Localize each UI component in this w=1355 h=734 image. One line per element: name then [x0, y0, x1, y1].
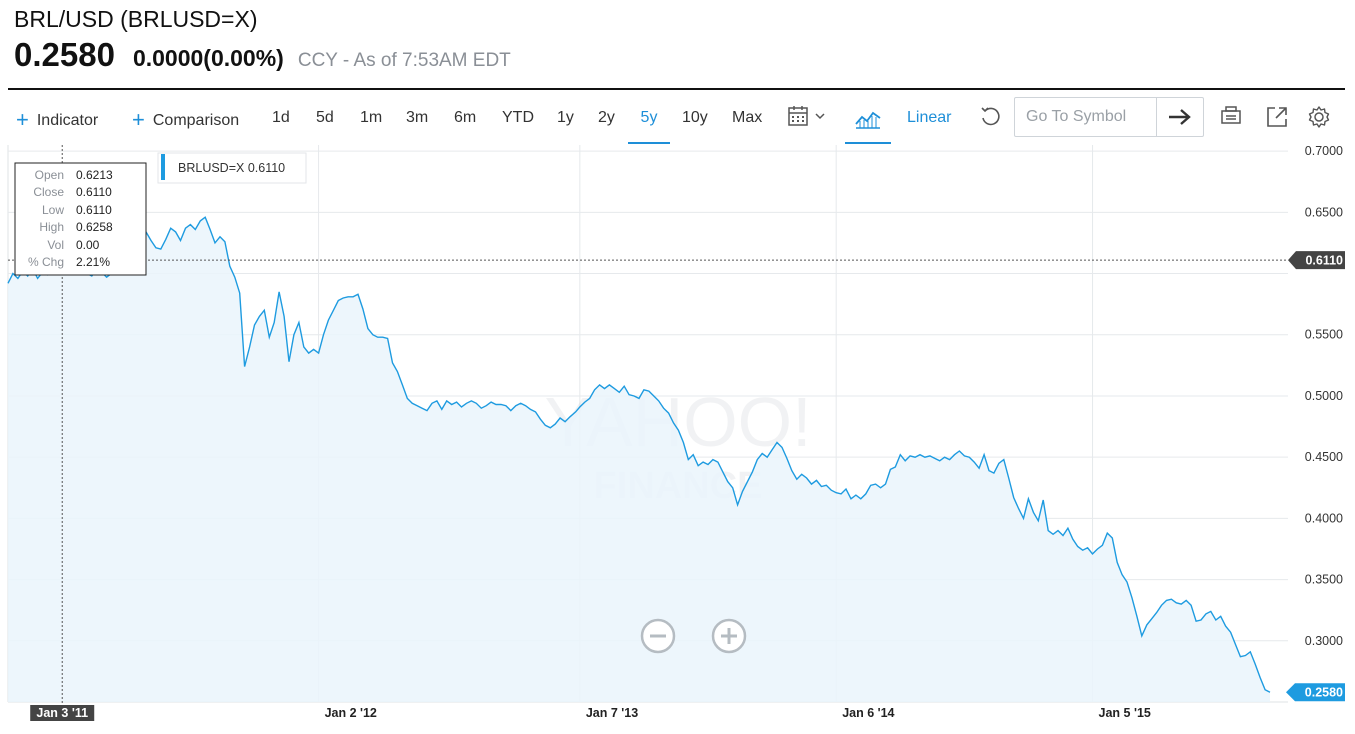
legend: BRLUSD=X 0.6110: [157, 152, 307, 184]
plus-icon: [721, 628, 737, 644]
mountain-chart-icon: [855, 111, 881, 129]
tooltip-value: 2.21%: [76, 255, 110, 269]
range-1d[interactable]: 1d: [272, 109, 290, 126]
watermark: YAHOO! FINANCE: [544, 383, 811, 507]
range-6m[interactable]: 6m: [454, 109, 477, 126]
share-icon: [1267, 107, 1287, 127]
legend-entry: BRLUSD=X 0.6110: [178, 161, 285, 175]
indicator-label: Indicator: [36, 112, 99, 129]
y-tick-label: 0.5000: [1305, 389, 1343, 403]
share-button[interactable]: [1264, 104, 1290, 130]
y-tick-label: 0.7000: [1305, 144, 1343, 158]
range-3m[interactable]: 3m: [406, 109, 429, 126]
zoom-in-button[interactable]: [711, 618, 747, 654]
price-change: 0.0000(0.00%): [133, 45, 284, 72]
plus-icon: +: [16, 107, 29, 132]
quote-meta: CCY - As of 7:53AM EDT: [297, 50, 511, 71]
legend-swatch: [161, 154, 165, 180]
tooltip-value: 0.00: [76, 238, 100, 252]
zoom-controls: [640, 618, 747, 654]
watermark-line-1: YAHOO!: [544, 383, 811, 461]
range-5y[interactable]: 5y: [628, 96, 670, 144]
range-2y[interactable]: 2y: [598, 109, 615, 126]
y-tick-label: 0.4000: [1305, 511, 1343, 525]
gear-icon: [1308, 106, 1330, 128]
quote-summary: 0.2580 0.0000(0.00%) CCY - As of 7:53AM …: [14, 36, 511, 74]
symbol-search: [1014, 97, 1204, 137]
comparison-button[interactable]: + Comparison: [132, 96, 239, 142]
y-tick-label: 0.5500: [1305, 328, 1343, 342]
tooltip-value: 0.6110: [76, 203, 112, 217]
y-tick-label: 0.3500: [1305, 573, 1343, 587]
tooltip-value: 0.6110: [76, 185, 112, 199]
arrow-right-icon: [1169, 109, 1191, 125]
tooltip-label: % Chg: [28, 255, 64, 269]
calendar-icon: [788, 106, 825, 126]
tooltip-label: High: [39, 220, 64, 234]
crosshair-value-badge: [1288, 251, 1345, 270]
range-10y[interactable]: 10y: [682, 109, 708, 126]
range-max[interactable]: Max: [732, 109, 763, 126]
ohlc-tooltip: Open 0.6213 Close 0.6110 Low 0.6110 High…: [14, 162, 147, 276]
y-tick-label: 0.4500: [1305, 450, 1343, 464]
watermark-line-2: FINANCE: [594, 465, 763, 507]
series-area: [8, 217, 1270, 702]
range-5d[interactable]: 5d: [316, 109, 334, 126]
y-tick-label: 0.6500: [1305, 205, 1343, 219]
reset-button[interactable]: [977, 104, 1003, 130]
tooltip-label: Close: [33, 185, 64, 199]
zoom-out-button[interactable]: [640, 618, 676, 654]
undo-icon: [981, 107, 1000, 126]
tooltip-label: Low: [42, 203, 64, 217]
scale-linear-button[interactable]: Linear: [907, 109, 952, 126]
comparison-label: Comparison: [152, 112, 240, 129]
tooltip-value: 0.6213: [76, 168, 113, 182]
chart-toolbar: + Indicator + Comparison 1d 5d 1m 3m 6m YT…: [8, 96, 1345, 144]
header-divider: [8, 88, 1345, 90]
plus-icon: +: [132, 107, 145, 132]
page-title: BRL/USD (BRLUSD=X): [14, 6, 258, 32]
y-tick-label: 0.3000: [1305, 634, 1343, 648]
tooltip-value: 0.6258: [76, 220, 113, 234]
x-tick-label: Jan 2 '12: [325, 706, 377, 720]
symbol-input[interactable]: [1024, 107, 1158, 127]
range-1y[interactable]: 1y: [557, 109, 574, 126]
crosshair-date-badge: [30, 705, 95, 721]
crosshair-value-label: 0.6110: [1305, 254, 1343, 268]
last-price: 0.2580: [14, 36, 115, 73]
range-1m[interactable]: 1m: [360, 109, 383, 126]
price-change-percent: (0.00%): [203, 45, 284, 71]
indicator-button[interactable]: + Indicator: [16, 96, 98, 142]
chart-type-button[interactable]: [845, 96, 891, 144]
crosshair-date-label: Jan 3 '11: [36, 706, 88, 720]
x-tick-label: Jan 6 '14: [842, 706, 894, 720]
chevron-down-icon: [815, 113, 825, 120]
series-line: [7, 216, 1271, 693]
price-change-value: 0.0000: [132, 45, 204, 71]
print-icon: [1221, 106, 1241, 124]
print-button[interactable]: [1218, 104, 1244, 130]
settings-button[interactable]: [1306, 104, 1332, 130]
date-picker-button[interactable]: [786, 104, 830, 130]
go-button[interactable]: [1156, 98, 1203, 136]
range-ytd[interactable]: YTD: [502, 109, 534, 126]
x-tick-label: Jan 7 '13: [586, 706, 638, 720]
last-price-badge: [1286, 683, 1345, 702]
tooltip-label: Open: [35, 168, 64, 182]
tooltip-label: Vol: [47, 238, 64, 252]
last-price-label: 0.2580: [1305, 686, 1343, 700]
x-tick-label: Jan 5 '15: [1099, 706, 1151, 720]
